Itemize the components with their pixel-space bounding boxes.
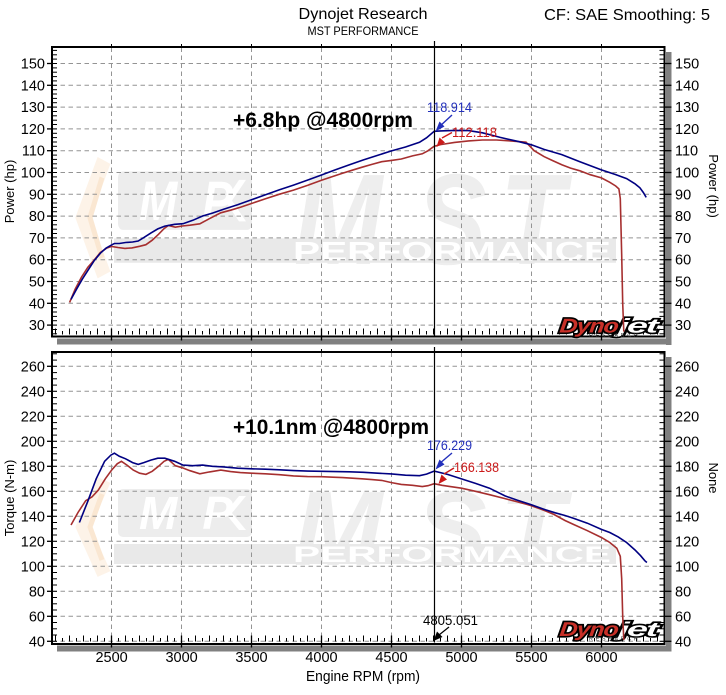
svg-text:40: 40: [29, 634, 45, 650]
svg-text:80: 80: [675, 209, 691, 225]
svg-text:40: 40: [675, 634, 691, 650]
svg-text:30: 30: [29, 318, 45, 334]
svg-text:160: 160: [675, 484, 699, 500]
svg-text:140: 140: [21, 78, 45, 94]
svg-text:176.229: 176.229: [427, 437, 472, 453]
svg-text:240: 240: [675, 384, 699, 400]
svg-text:70: 70: [29, 231, 45, 247]
svg-text:220: 220: [675, 409, 699, 425]
svg-text:150: 150: [675, 57, 699, 73]
svg-text:260: 260: [21, 359, 45, 375]
svg-text:90: 90: [29, 187, 45, 203]
svg-text:Power (hp): Power (hp): [2, 160, 17, 224]
svg-text:200: 200: [675, 434, 699, 450]
svg-text:100: 100: [675, 166, 699, 182]
svg-text:110: 110: [22, 144, 45, 160]
svg-text:2500: 2500: [95, 650, 127, 666]
svg-text:3000: 3000: [165, 650, 197, 666]
svg-text:CF: SAE Smoothing: 5: CF: SAE Smoothing: 5: [544, 7, 710, 24]
svg-text:+10.1nm @4800rpm: +10.1nm @4800rpm: [233, 415, 429, 439]
svg-text:240: 240: [21, 384, 45, 400]
svg-text:140: 140: [675, 78, 699, 94]
svg-text:5500: 5500: [515, 650, 547, 666]
svg-text:Power (hp): Power (hp): [706, 154, 721, 218]
svg-text:120: 120: [21, 534, 45, 550]
svg-text:50: 50: [29, 275, 45, 291]
svg-text:MST PERFORMANCE: MST PERFORMANCE: [308, 26, 419, 38]
svg-text:60: 60: [675, 253, 691, 269]
svg-text:100: 100: [675, 559, 699, 575]
svg-text:+6.8hp @4800rpm: +6.8hp @4800rpm: [233, 108, 413, 132]
svg-text:3500: 3500: [235, 650, 267, 666]
svg-text:140: 140: [21, 509, 45, 525]
svg-text:100: 100: [21, 559, 45, 575]
svg-text:60: 60: [29, 609, 45, 625]
svg-text:60: 60: [29, 253, 45, 269]
svg-text:4805.051: 4805.051: [423, 612, 478, 628]
svg-text:120: 120: [675, 534, 699, 550]
svg-text:112.118: 112.118: [452, 124, 497, 140]
svg-text:118.914: 118.914: [427, 99, 472, 115]
svg-text:Torque (N-m): Torque (N-m): [2, 460, 17, 537]
svg-text:50: 50: [675, 275, 691, 291]
svg-text:60: 60: [675, 609, 691, 625]
svg-text:260: 260: [675, 359, 699, 375]
svg-text:90: 90: [675, 187, 691, 203]
svg-text:Engine RPM (rpm): Engine RPM (rpm): [306, 669, 420, 685]
svg-text:6000: 6000: [585, 650, 617, 666]
svg-text:166.138: 166.138: [454, 459, 499, 475]
svg-text:80: 80: [29, 209, 45, 225]
svg-text:40: 40: [675, 296, 691, 312]
svg-text:160: 160: [21, 484, 45, 500]
svg-text:130: 130: [21, 100, 45, 116]
svg-text:200: 200: [21, 434, 45, 450]
svg-text:140: 140: [675, 509, 699, 525]
svg-text:130: 130: [675, 100, 699, 116]
svg-text:4000: 4000: [305, 650, 337, 666]
svg-text:30: 30: [675, 318, 691, 334]
svg-text:120: 120: [675, 122, 699, 138]
svg-text:40: 40: [29, 296, 45, 312]
svg-text:80: 80: [29, 584, 45, 600]
svg-text:None: None: [706, 462, 721, 493]
svg-text:4500: 4500: [375, 650, 407, 666]
svg-text:120: 120: [21, 122, 45, 138]
svg-text:220: 220: [21, 409, 45, 425]
svg-text:70: 70: [675, 231, 691, 247]
svg-text:Dynojet Research: Dynojet Research: [299, 6, 428, 23]
svg-text:180: 180: [21, 459, 45, 475]
svg-text:5000: 5000: [445, 650, 477, 666]
svg-text:110: 110: [675, 144, 698, 160]
svg-text:180: 180: [675, 459, 699, 475]
svg-text:80: 80: [675, 584, 691, 600]
svg-text:150: 150: [21, 57, 45, 73]
svg-text:100: 100: [21, 166, 45, 182]
